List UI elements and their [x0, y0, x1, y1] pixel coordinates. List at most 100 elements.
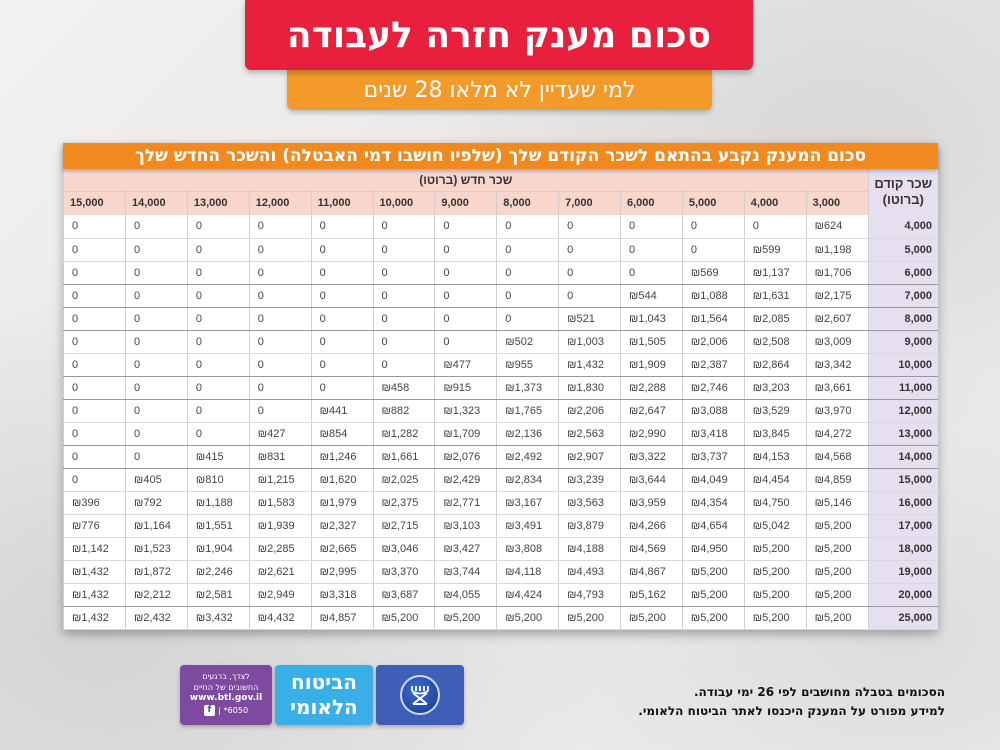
grant-amount-cell: 0	[248, 284, 312, 308]
previous-salary-cell: 25,000	[867, 606, 938, 630]
grant-amount-cell: ₪831	[248, 445, 312, 469]
grant-amount-cell: ₪3,203	[743, 376, 807, 400]
table-row: 18,000 ₪5,200 ₪5,200 ₪4,950 ₪4,569 ₪4,188 ₪3,8…	[63, 537, 938, 561]
grant-amount-cell: 0	[125, 238, 188, 262]
grant-amount-cell: 0	[125, 353, 188, 377]
grant-amount-cell: ₪1,198	[805, 238, 868, 262]
grant-amount-cell: 0	[620, 238, 683, 262]
table-body: 4,000 ₪624 0 0 0 0 0 0 0 0 0 0 0 0 5,000 ₪1,198 ₪599 0 0 0 0…	[63, 215, 938, 630]
grant-amount-cell: ₪4,153	[743, 445, 807, 469]
grant-amount-cell: ₪5,200	[620, 606, 683, 630]
grant-amount-cell: ₪2,907	[558, 445, 621, 469]
grant-amount-cell: 0	[681, 238, 745, 262]
previous-salary-cell: 8,000	[867, 307, 938, 331]
grant-amount-cell: ₪2,864	[743, 353, 807, 377]
grant-amount-cell: ₪458	[372, 376, 435, 400]
grant-amount-cell: ₪4,950	[681, 537, 745, 561]
grant-amount-cell: ₪569	[681, 261, 745, 285]
grant-amount-cell: 0	[63, 468, 126, 492]
grant-amount-cell: ₪5,200	[805, 514, 868, 538]
grant-amount-cell: 0	[125, 399, 188, 423]
grant-amount-cell: 0	[620, 215, 683, 239]
new-salary-column-header: 14,000	[125, 190, 188, 215]
grant-amount-cell: ₪2,085	[743, 307, 807, 331]
grant-amount-cell: ₪1,432	[63, 583, 126, 607]
grant-amount-cell: ₪1,505	[620, 330, 683, 354]
grant-amount-cell: 0	[248, 376, 312, 400]
grant-amount-cell: ₪1,939	[248, 514, 312, 538]
new-salary-column-header: 12,000	[248, 190, 312, 215]
logo-contact-box: לצדך, ברגעים החשובים של החיים www.btl.go…	[180, 665, 272, 725]
grant-amount-cell: ₪405	[125, 468, 188, 492]
page-subtitle: למי שעדיין לא מלאו 28 שנים	[287, 70, 712, 110]
grant-amount-cell: 0	[125, 215, 188, 239]
grant-amount-cell: 0	[496, 261, 559, 285]
grant-amount-cell: ₪1,661	[372, 445, 435, 469]
grant-amount-cell: ₪854	[310, 422, 373, 446]
grant-amount-cell: ₪1,188	[186, 491, 250, 515]
grant-amount-cell: ₪1,551	[186, 514, 250, 538]
logo-name-box: הביטוח הלאומי	[275, 665, 373, 725]
grant-amount-cell: ₪3,418	[681, 422, 745, 446]
grant-amount-cell: ₪1,373	[496, 376, 559, 400]
grant-amount-cell: ₪2,492	[496, 445, 559, 469]
grant-amount-cell: ₪5,200	[681, 560, 745, 584]
grant-amount-cell: ₪2,006	[681, 330, 745, 354]
grant-amount-cell: ₪5,162	[620, 583, 683, 607]
new-salary-columns: 3,000 4,000 5,000 6,000 7,000 8,000 9,000 10,00…	[63, 190, 939, 215]
grant-amount-cell: ₪4,857	[310, 606, 373, 630]
grant-amount-cell: 0	[63, 353, 126, 377]
previous-salary-cell: 10,000	[867, 353, 938, 377]
grant-amount-cell: ₪3,491	[496, 514, 559, 538]
grant-amount-cell: ₪3,322	[620, 445, 683, 469]
grant-amount-cell: ₪2,285	[248, 537, 312, 561]
grant-amount-cell: 0	[186, 215, 250, 239]
table-row: 6,000 ₪1,706 ₪1,137 ₪569 0 0 0 0 0 0 0 0 0 0	[63, 261, 938, 285]
grant-amount-cell: 0	[248, 307, 312, 331]
new-salary-header: שכר חדש (ברוטו)	[63, 169, 868, 191]
previous-salary-cell: 6,000	[867, 261, 938, 285]
grant-amount-cell: ₪3,529	[743, 399, 807, 423]
grant-amount-cell: ₪1,583	[248, 491, 312, 515]
facebook-icon[interactable]: f	[203, 705, 215, 716]
grant-amount-cell: ₪1,620	[310, 468, 373, 492]
grant-amount-cell: ₪2,834	[496, 468, 559, 492]
grant-amount-cell: 0	[310, 284, 373, 308]
emblem-glyph-icon	[411, 686, 429, 705]
grant-amount-cell: 0	[248, 238, 312, 262]
grant-amount-cell: 0	[186, 376, 250, 400]
grant-amount-cell: ₪3,103	[434, 514, 497, 538]
grant-amount-cell: ₪5,200	[496, 606, 559, 630]
grant-amount-cell: ₪1,979	[310, 491, 373, 515]
grant-amount-cell: ₪1,709	[434, 422, 497, 446]
table-row: 10,000 ₪3,342 ₪2,864 ₪2,387 ₪1,909 ₪1,432 ₪955…	[63, 353, 938, 377]
grant-amount-cell: ₪4,793	[558, 583, 621, 607]
table-caption: סכום המענק נקבע בהתאם לשכר הקודם שלך (של…	[63, 143, 938, 169]
table-row: 4,000 ₪624 0 0 0 0 0 0 0 0 0 0 0 0	[63, 215, 938, 239]
previous-salary-cell: 19,000	[867, 560, 938, 584]
new-salary-column-header: 7,000	[558, 190, 621, 215]
grant-amount-cell: ₪5,200	[434, 606, 497, 630]
grant-amount-cell: ₪2,995	[310, 560, 373, 584]
grant-amount-cell: 0	[434, 238, 497, 262]
grant-amount-cell: ₪1,137	[743, 261, 807, 285]
table-row: 7,000 ₪2,175 ₪1,631 ₪1,088 ₪544 0 0 0 0 0 0 0 0 0	[63, 284, 938, 308]
grant-amount-cell: 0	[125, 422, 188, 446]
grant-amount-cell: ₪544	[620, 284, 683, 308]
grant-amount-cell: 0	[63, 399, 126, 423]
new-salary-column-header: 3,000	[805, 190, 868, 215]
grant-amount-cell: ₪3,239	[558, 468, 621, 492]
divider: |	[217, 706, 221, 715]
grant-amount-cell: ₪3,879	[558, 514, 621, 538]
previous-salary-cell: 17,000	[867, 514, 938, 538]
grant-amount-cell: ₪5,200	[743, 583, 807, 607]
grant-amount-cell: ₪3,644	[620, 468, 683, 492]
previous-salary-cell: 16,000	[867, 491, 938, 515]
logo-url[interactable]: www.btl.gov.il	[189, 693, 263, 703]
grant-amount-cell: ₪5,200	[805, 560, 868, 584]
grant-amount-cell: ₪2,607	[805, 307, 868, 331]
grant-amount-cell: ₪4,493	[558, 560, 621, 584]
grant-amount-cell: 0	[186, 284, 250, 308]
grant-amount-cell: ₪882	[372, 399, 435, 423]
grant-amount-cell: ₪2,432	[125, 606, 188, 630]
